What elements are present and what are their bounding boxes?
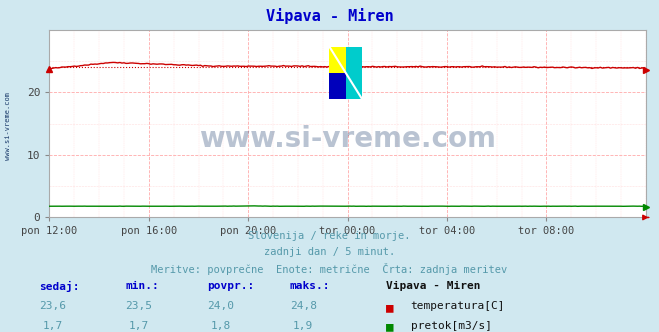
- Text: 23,5: 23,5: [125, 301, 152, 311]
- Text: maks.:: maks.:: [290, 281, 330, 290]
- Text: povpr.:: povpr.:: [208, 281, 255, 290]
- Text: pretok[m3/s]: pretok[m3/s]: [411, 321, 492, 331]
- Text: temperatura[C]: temperatura[C]: [411, 301, 505, 311]
- Text: zadnji dan / 5 minut.: zadnji dan / 5 minut.: [264, 247, 395, 257]
- Text: Vipava - Miren: Vipava - Miren: [266, 8, 393, 24]
- Text: sedaj:: sedaj:: [40, 281, 80, 291]
- Text: Vipava - Miren: Vipava - Miren: [386, 281, 480, 290]
- Bar: [346, 73, 362, 99]
- Text: min.:: min.:: [125, 281, 159, 290]
- Text: www.si-vreme.com: www.si-vreme.com: [199, 125, 496, 153]
- Text: Slovenija / reke in morje.: Slovenija / reke in morje.: [248, 231, 411, 241]
- Text: ■: ■: [386, 301, 393, 314]
- Text: 1,8: 1,8: [211, 321, 231, 331]
- Text: ■: ■: [386, 321, 393, 332]
- Text: Meritve: povprečne  Enote: metrične  Črta: zadnja meritev: Meritve: povprečne Enote: metrične Črta:…: [152, 263, 507, 275]
- Text: www.si-vreme.com: www.si-vreme.com: [5, 92, 11, 160]
- Bar: [330, 73, 346, 99]
- Text: 23,6: 23,6: [40, 301, 66, 311]
- Text: 1,7: 1,7: [43, 321, 63, 331]
- Text: 24,0: 24,0: [208, 301, 234, 311]
- Bar: [330, 47, 346, 73]
- Text: 1,7: 1,7: [129, 321, 148, 331]
- Text: 24,8: 24,8: [290, 301, 316, 311]
- Text: 1,9: 1,9: [293, 321, 313, 331]
- Bar: [346, 47, 362, 73]
